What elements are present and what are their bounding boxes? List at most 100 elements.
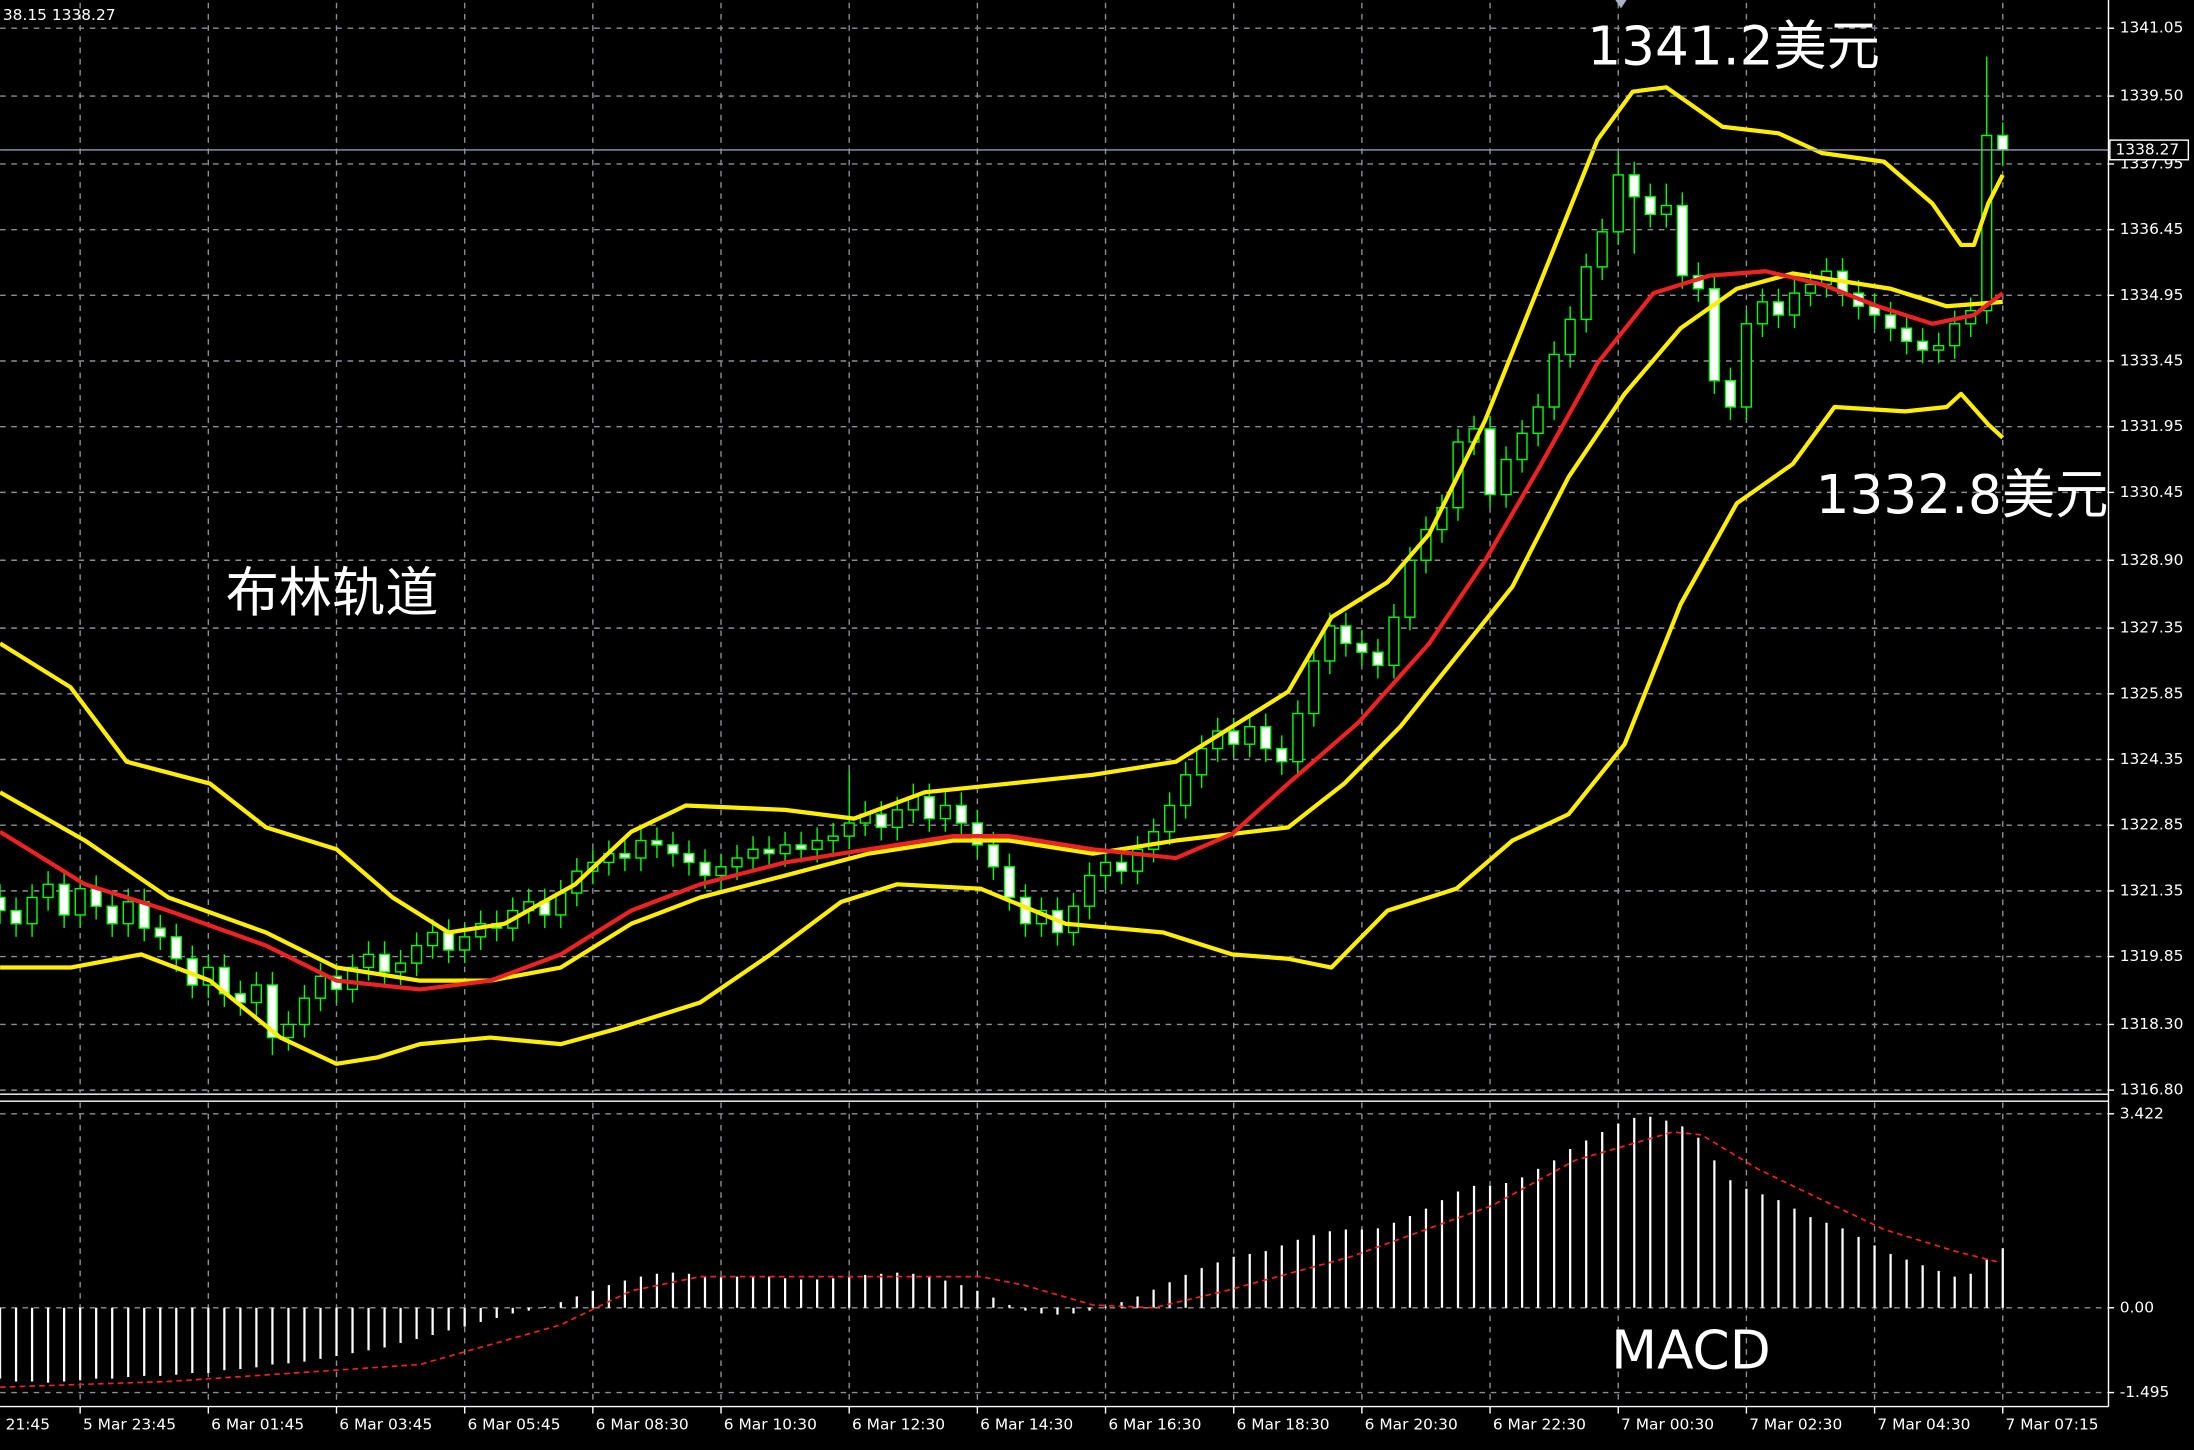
- candle-body: [1148, 831, 1160, 850]
- candle-body: [1804, 283, 1817, 294]
- candle-body: [987, 844, 999, 868]
- x-tick-label: 6 Mar 05:45: [467, 1415, 560, 1433]
- candle-body: [1564, 318, 1576, 356]
- candle-body: [250, 984, 262, 1004]
- candle-body: [923, 796, 935, 820]
- x-tick-label: 6 Mar 14:30: [980, 1415, 1073, 1433]
- candle-body: [1244, 725, 1256, 745]
- y-tick-label: 1327.35: [2120, 619, 2184, 637]
- candle-body: [1596, 231, 1608, 268]
- macd-plot: [0, 1116, 2004, 1389]
- candle-body: [1388, 616, 1400, 667]
- y-tick-label: 1324.35: [2120, 750, 2184, 768]
- candle-body: [266, 984, 279, 1039]
- candle-body: [282, 1023, 295, 1039]
- annotation: 1341.2美元: [1587, 15, 1880, 77]
- x-tick-label: 6 Mar 22:30: [1493, 1415, 1586, 1433]
- candle-body: [122, 901, 134, 925]
- candle-body: [779, 844, 791, 855]
- candle-body: [1180, 774, 1192, 807]
- marker: [1615, 0, 1627, 9]
- candle-body: [427, 931, 439, 947]
- candle-body: [1067, 905, 1080, 934]
- candle-body: [1404, 559, 1416, 618]
- y-tick-label: 1331.95: [2120, 417, 2184, 435]
- candle-body: [1083, 874, 1096, 907]
- candle-body: [619, 852, 631, 859]
- candle-body: [747, 848, 759, 859]
- y-tick-label: 1325.85: [2120, 684, 2184, 702]
- x-tick-label: 6 Mar 16:30: [1108, 1415, 1201, 1433]
- candle-body: [1676, 204, 1688, 277]
- y-tick-label: 1330.45: [2120, 483, 2184, 501]
- candle-body: [362, 953, 375, 969]
- candle-body: [1324, 625, 1336, 662]
- candle-body: [106, 905, 118, 925]
- candle-body: [1933, 344, 1945, 351]
- x-tick-label: 6 Mar 03:45: [339, 1415, 432, 1433]
- y-tick-label: 1318.30: [2120, 1015, 2184, 1033]
- info-text: 38.15 1338.27: [3, 6, 116, 24]
- candle-body: [1756, 301, 1769, 325]
- candle-body: [763, 848, 775, 855]
- y-tick-label: 1321.35: [2120, 881, 2184, 899]
- candle-body: [1131, 848, 1144, 872]
- y-tick-label: -1.495: [2120, 1383, 2170, 1401]
- candle-body: [955, 804, 967, 824]
- candle-body: [971, 822, 983, 846]
- y-tick-label: 1336.45: [2120, 220, 2184, 238]
- candle-body: [1003, 866, 1016, 899]
- candle-body: [1099, 861, 1112, 877]
- y-tick-label: 1339.50: [2120, 87, 2184, 105]
- candle-body: [1484, 428, 1496, 496]
- candle-body: [1356, 642, 1368, 653]
- candle-body: [1884, 314, 1897, 329]
- x-tick-label: 7 Mar 04:30: [1877, 1415, 1970, 1433]
- candle-body: [683, 852, 695, 864]
- price-plot: [0, 56, 2109, 1066]
- y-tick-label: 1316.80: [2120, 1081, 2184, 1099]
- candle-body: [1660, 204, 1672, 216]
- candle-body: [1228, 730, 1240, 745]
- x-tick-label: 5 Mar 23:45: [83, 1415, 176, 1433]
- signal-line: [0, 1131, 2000, 1389]
- candle-body: [699, 861, 711, 877]
- candle-body: [1997, 134, 2009, 151]
- candle-body: [314, 975, 327, 999]
- candle-body: [1196, 747, 1208, 776]
- candle-body: [1260, 725, 1272, 750]
- x-tick-label: 6 Mar 08:30: [596, 1415, 689, 1433]
- candle-body: [1788, 292, 1801, 316]
- candle-body: [1276, 747, 1288, 763]
- price-grid: [0, 2, 2109, 1093]
- candle-body: [170, 936, 182, 960]
- candle-body: [1548, 353, 1560, 408]
- x-tick-label: 7 Mar 00:30: [1621, 1415, 1714, 1433]
- candle-body: [90, 887, 102, 907]
- x-tick-label: 7 Mar 07:15: [2006, 1415, 2099, 1433]
- candle-body: [378, 953, 391, 973]
- x-tick-label: 6 Mar 10:30: [724, 1415, 817, 1433]
- indicator-line: [0, 391, 2005, 1066]
- x-tick-label: 6 Mar 20:30: [1365, 1415, 1458, 1433]
- indicator-line: [0, 85, 2005, 935]
- candle-body: [827, 835, 839, 842]
- candle-body: [459, 936, 471, 951]
- candle-body: [1516, 432, 1528, 461]
- x-tick-label: 6 Mar 12:30: [852, 1415, 945, 1433]
- candle-body: [42, 883, 54, 899]
- y-tick-label: 0.00: [2120, 1298, 2154, 1316]
- candle-body: [298, 997, 311, 1026]
- y-tick-label: 3.422: [2120, 1104, 2164, 1122]
- candle-body: [26, 896, 38, 925]
- candle-body: [1500, 458, 1512, 496]
- y-tick-label: 1333.45: [2120, 352, 2184, 370]
- x-tick-label: 21:45: [6, 1415, 50, 1433]
- candle-body: [651, 839, 663, 846]
- candle-body: [74, 887, 86, 916]
- candle-body: [875, 813, 887, 829]
